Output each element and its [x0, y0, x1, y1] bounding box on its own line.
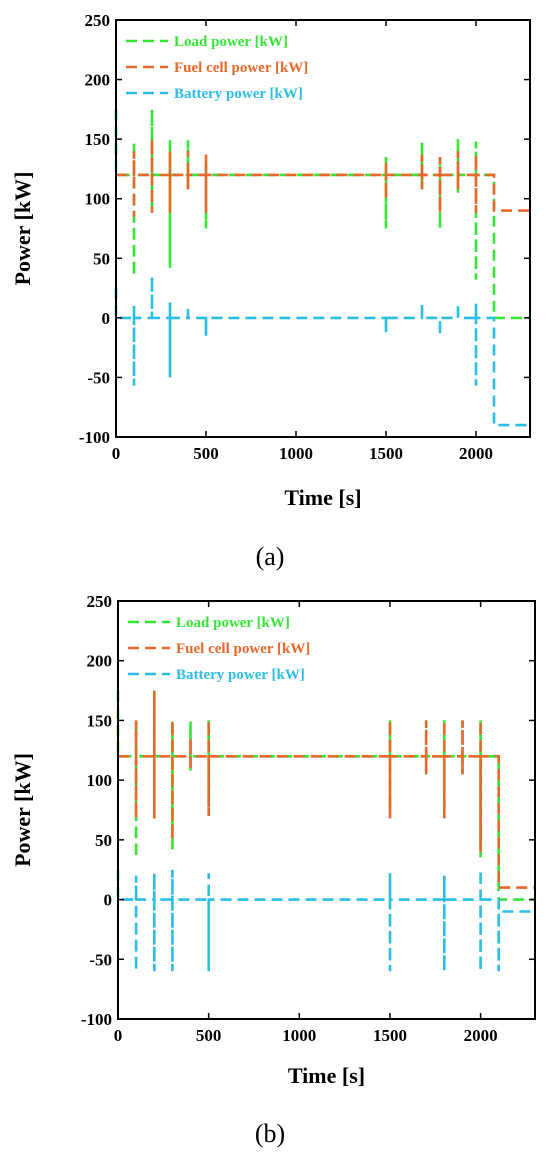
x-tick-label: 500: [193, 444, 219, 463]
y-tick-label: -100: [81, 1010, 112, 1029]
y-tick-label: 250: [87, 592, 113, 611]
x-tick-label: 0: [112, 444, 121, 463]
x-tick-label: 1500: [369, 444, 403, 463]
y-tick-label: -100: [79, 428, 110, 447]
plot-area-frame-b: [117, 600, 536, 1020]
y-tick-label: 150: [85, 130, 111, 149]
y-tick-label: 200: [87, 652, 113, 671]
y-tick-label: 50: [93, 249, 110, 268]
x-tick-label: 1500: [373, 1026, 407, 1045]
series-line-load: [116, 690, 535, 901]
x-axis-label-b: Time [s]: [288, 1063, 365, 1088]
legend-label-fuel: Fuel cell power [kW]: [174, 60, 308, 76]
chart-panel-a: -100 -50 0 50 100 150 200 250 0 500 1000 1500 2000 L…: [10, 11, 531, 571]
x-axis-label-a: Time [s]: [284, 485, 361, 510]
series-layer-b: [116, 690, 535, 972]
x-tick-label: 2000: [459, 444, 493, 463]
panel-label-b: (b): [255, 1119, 285, 1148]
y-tick-label: 150: [87, 711, 113, 730]
legend-label-load: Load power [kW]: [176, 615, 290, 631]
y-axis-label-b: Power [kW]: [10, 753, 35, 867]
x-tick-label: 1000: [279, 444, 313, 463]
x-tick-label: 500: [196, 1026, 222, 1045]
y-tick-label: -50: [87, 368, 110, 387]
y-tick-label: 50: [95, 831, 112, 850]
series-line-battery: [114, 276, 530, 427]
y-tick-label: 100: [87, 771, 113, 790]
series-line-load: [114, 109, 530, 320]
legend-a: Load power [kW] Fuel cell power [kW] Batte…: [126, 34, 308, 102]
y-axis-label-a: Power [kW]: [10, 172, 35, 286]
legend-label-load: Load power [kW]: [174, 34, 288, 50]
legend-label-fuel: Fuel cell power [kW]: [176, 641, 310, 657]
chart-panel-b: -100 -50 0 50 100 150 200 250 0 500 1000 1500 2000 L…: [10, 592, 536, 1148]
y-tick-label: 250: [85, 11, 111, 30]
x-tick-label: 0: [114, 1026, 123, 1045]
x-tick-label: 2000: [464, 1026, 498, 1045]
legend-label-battery: Battery power [kW]: [174, 86, 303, 102]
tick-layer-b: -100 -50 0 50 100 150 200 250 0 500 1000 1500 2000: [81, 592, 535, 1045]
x-tick-label: 1000: [282, 1026, 316, 1045]
series-line-fuel: [116, 139, 530, 217]
y-tick-label: 200: [85, 71, 111, 90]
legend-b: Load power [kW] Fuel cell power [kW] Batte…: [128, 615, 310, 683]
tick-layer-a: -100 -50 0 50 100 150 200 250 0 500 1000 1500 2000: [79, 11, 530, 463]
y-tick-label: 0: [104, 891, 113, 910]
y-tick-label: 0: [102, 309, 111, 328]
y-tick-label: 100: [85, 190, 111, 209]
legend-label-battery: Battery power [kW]: [176, 667, 305, 683]
y-tick-label: -50: [89, 950, 112, 969]
plot-area-frame-a: [115, 19, 531, 438]
panel-label-a: (a): [256, 542, 285, 571]
series-line-fuel: [118, 690, 535, 889]
series-line-battery: [116, 869, 535, 972]
series-layer-a: [114, 109, 530, 427]
